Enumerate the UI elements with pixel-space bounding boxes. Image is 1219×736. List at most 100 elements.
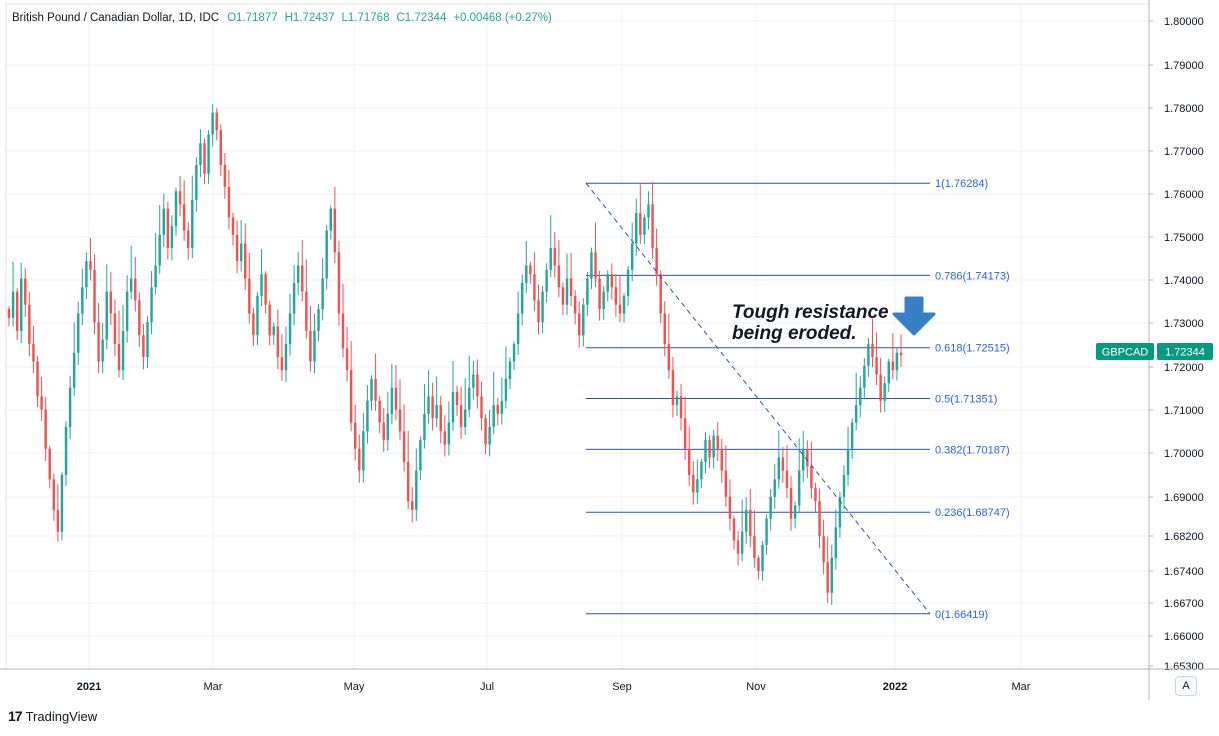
down-arrow-icon[interactable] (892, 296, 936, 336)
candle-body (386, 413, 390, 441)
candle (508, 357, 512, 389)
candle (52, 473, 56, 521)
candle (557, 240, 561, 298)
ohlc-close: C1.72344 (396, 12, 446, 24)
candle-body (622, 295, 626, 314)
candle-body (19, 278, 23, 331)
candle-body (834, 527, 838, 558)
candle (280, 334, 284, 381)
candle (264, 271, 267, 314)
candle-body (81, 287, 84, 314)
candle (19, 262, 23, 344)
candle (594, 222, 597, 288)
candle-body (472, 374, 475, 388)
candle (573, 290, 577, 325)
tradingview-logo[interactable]: 17 TradingView (8, 708, 97, 724)
candle-body (626, 269, 630, 296)
candle-body (480, 396, 483, 419)
candle (329, 205, 332, 240)
candle (56, 484, 60, 542)
candle (77, 301, 80, 365)
price-axis[interactable]: 1.80000 1.79000 1.78000 1.77000 1.76000 1.750… (1148, 0, 1204, 700)
candle-body (598, 278, 601, 310)
candle-body (512, 344, 516, 362)
candle (317, 303, 320, 342)
fibonacci-retracement[interactable]: 1(1.76284) 0.786(1.74173) 0.618(1.72515) 0.… (586, 178, 1010, 621)
candle (158, 205, 161, 275)
candle-body (639, 213, 642, 235)
candle (496, 397, 499, 426)
annotation-line-1[interactable]: Tough resistance (732, 302, 889, 323)
candle (207, 130, 210, 184)
candle (793, 501, 797, 529)
candle-body (630, 243, 634, 270)
candle (272, 322, 275, 345)
candle-body (89, 261, 92, 270)
candle (423, 383, 426, 449)
candle (447, 401, 451, 456)
candle-body (635, 213, 638, 244)
candle-body (745, 509, 748, 532)
candle-body (614, 287, 618, 305)
candle-body (170, 226, 174, 248)
candle (516, 291, 520, 355)
candle (708, 435, 711, 468)
candle-body (427, 396, 430, 414)
candle-body (195, 165, 198, 200)
candlesticks (7, 104, 903, 606)
candle-body (431, 396, 434, 419)
candle-body (468, 387, 471, 410)
symbol-title[interactable]: British Pound / Canadian Dollar, 1D, IDC (12, 12, 219, 24)
candle-body (284, 344, 288, 371)
candle-body (415, 470, 418, 510)
candle-body (142, 335, 145, 358)
candle-body (268, 304, 271, 336)
candle-body (24, 278, 27, 305)
candle-body (423, 413, 426, 441)
candle (292, 264, 296, 326)
candle (895, 347, 899, 381)
candle (476, 359, 479, 409)
candle-body (443, 431, 447, 445)
candle-body (146, 322, 149, 358)
candle-body (186, 230, 190, 248)
auto-scale-button[interactable]: A (1175, 676, 1197, 696)
candle (859, 376, 862, 418)
candle-body (830, 557, 833, 593)
annotation-line-2[interactable]: being eroded. (732, 323, 857, 344)
candle-body (32, 344, 35, 362)
candle-body (162, 208, 165, 235)
candle-body (879, 374, 882, 401)
candle (626, 265, 630, 306)
candle (810, 441, 813, 499)
candle (512, 341, 516, 370)
candle-body (382, 422, 385, 441)
candle-body (211, 112, 214, 135)
candle-body (248, 278, 251, 314)
candle (651, 181, 654, 259)
candle-body (590, 252, 593, 279)
candle (231, 212, 235, 246)
candle-body (150, 287, 153, 323)
candle-body (700, 461, 703, 480)
ohlc-open: O1.71877 (227, 12, 278, 24)
candle-body (484, 418, 487, 445)
candle-body (362, 431, 365, 471)
candle-body (341, 313, 345, 349)
time-axis[interactable]: 2021 Mar May Jul Sep Nov 2022 Mar (0, 668, 1219, 693)
candle-body (520, 282, 524, 314)
fib-level-label: 0.382(1.70187) (935, 444, 1010, 456)
candle (105, 264, 108, 350)
candle-body (696, 479, 699, 493)
candle (659, 270, 662, 324)
candle (740, 499, 744, 562)
x-tick-label: Sep (612, 681, 632, 693)
candle-body (337, 252, 341, 314)
candle (671, 356, 675, 418)
candle (142, 323, 145, 370)
candle-body (492, 405, 495, 427)
candle-body (374, 378, 377, 401)
trendline[interactable] (585, 182, 931, 615)
